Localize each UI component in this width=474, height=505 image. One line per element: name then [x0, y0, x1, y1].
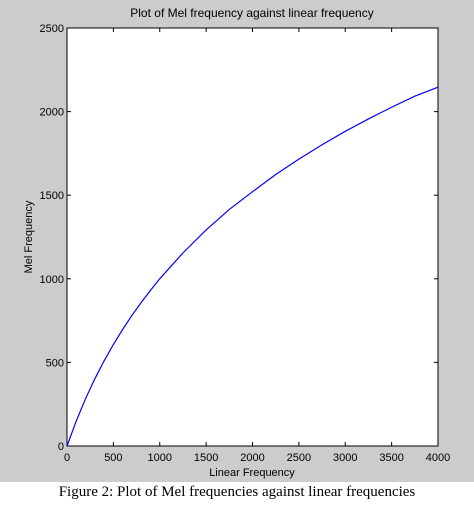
- x-axis: 0 500 1000 1500 2000 2500 3000 3500 4000: [64, 28, 450, 464]
- x-tick-label: 4000: [426, 452, 450, 464]
- x-tick-label: 500: [104, 452, 122, 464]
- y-tick-label: 1500: [40, 190, 64, 202]
- x-tick-label: 1500: [194, 452, 218, 464]
- figure-caption: Figure 2: Plot of Mel frequencies agains…: [58, 484, 416, 500]
- y-tick-label: 1000: [40, 274, 64, 286]
- x-tick-label: 3000: [333, 452, 357, 464]
- y-tick-label: 2000: [40, 107, 64, 119]
- y-tick-label: 500: [46, 357, 64, 369]
- plot-area: [66, 27, 439, 447]
- y-tick-label: 0: [58, 441, 64, 453]
- chart: 0 500 1000 1500 2000 2500 3000 3500 4000 0 500 100…: [23, 6, 450, 479]
- y-tick-label: 2500: [40, 23, 64, 35]
- x-tick-label: 3500: [379, 452, 403, 464]
- y-axis-label: Mel Frequency: [23, 200, 35, 273]
- x-tick-label: 0: [64, 452, 70, 464]
- x-tick-label: 2000: [240, 452, 264, 464]
- series-line: [66, 86, 439, 447]
- x-axis-label: Linear Frequency: [209, 467, 295, 479]
- chart-title: Plot of Mel frequency against linear fre…: [130, 6, 373, 20]
- x-tick-label: 1000: [148, 452, 172, 464]
- y-axis: 0 500 1000 1500 2000 2500: [40, 23, 438, 453]
- x-tick-label: 2500: [287, 452, 311, 464]
